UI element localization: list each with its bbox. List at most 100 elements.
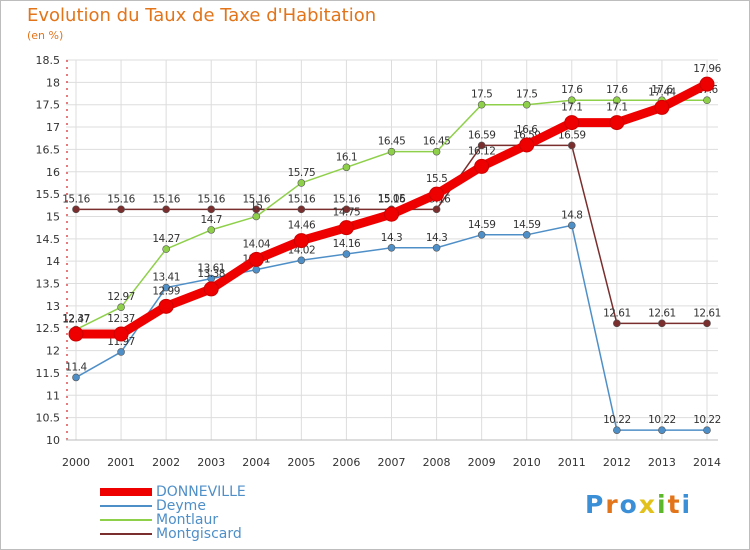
y-tick-label: 13.5 bbox=[36, 278, 61, 291]
data-label: 15.5 bbox=[426, 173, 447, 185]
data-point bbox=[207, 226, 216, 234]
data-label: 13.41 bbox=[152, 272, 180, 284]
data-point bbox=[297, 179, 306, 187]
data-label: 15.16 bbox=[197, 193, 225, 205]
data-label: 16.12 bbox=[468, 145, 496, 157]
data-point bbox=[613, 96, 621, 105]
data-point bbox=[158, 298, 174, 314]
data-label: 17.5 bbox=[516, 89, 537, 101]
data-label: 14.3 bbox=[426, 232, 447, 244]
data-point bbox=[387, 147, 396, 156]
line-chart: 10 10.5 11 11.5 12 12.5 13 13.5 14 14.5 15 15.5 16 16… bbox=[36, 54, 723, 469]
y-tick-label: 11.5 bbox=[36, 367, 61, 380]
data-point bbox=[567, 141, 576, 150]
data-label: 13.38 bbox=[197, 268, 225, 280]
data-label: 17.44 bbox=[648, 86, 676, 98]
data-point bbox=[522, 231, 531, 239]
data-point bbox=[564, 115, 580, 131]
y-axis-unit-label: (en %) bbox=[27, 29, 64, 42]
data-label: 14.16 bbox=[333, 238, 361, 250]
data-point bbox=[117, 348, 125, 356]
data-label: 15.16 bbox=[107, 193, 135, 205]
data-label: 12.47 bbox=[62, 314, 90, 326]
legend-swatch bbox=[100, 488, 152, 496]
data-point bbox=[252, 212, 261, 221]
data-label: 16.6 bbox=[516, 124, 538, 136]
y-tick-label: 18 bbox=[46, 76, 60, 89]
data-label: 10.22 bbox=[603, 414, 631, 426]
x-tick-label: 2005 bbox=[287, 456, 315, 469]
data-point bbox=[703, 96, 711, 105]
data-point bbox=[654, 99, 670, 115]
data-label: 12.99 bbox=[152, 285, 180, 297]
data-point bbox=[432, 147, 441, 156]
data-point bbox=[252, 265, 261, 274]
x-tick-label: 2007 bbox=[378, 456, 406, 469]
data-label: 14.59 bbox=[513, 219, 541, 231]
data-point bbox=[68, 326, 84, 342]
y-tick-label: 15.5 bbox=[36, 188, 61, 201]
data-label: 14.75 bbox=[333, 207, 361, 219]
data-point bbox=[609, 115, 625, 131]
data-label: 13.61 bbox=[197, 263, 225, 275]
data-label: 14.04 bbox=[243, 238, 271, 250]
data-label: 15.16 bbox=[288, 193, 316, 205]
chart-title: Evolution du Taux de Taxe d'Habitation bbox=[27, 5, 377, 26]
data-label: 14.46 bbox=[288, 220, 316, 232]
data-point bbox=[567, 221, 576, 230]
data-label: 16.45 bbox=[378, 136, 406, 148]
x-tick-label: 2012 bbox=[603, 456, 631, 469]
data-label: 16.59 bbox=[558, 129, 586, 141]
data-point bbox=[522, 100, 531, 109]
data-point bbox=[699, 76, 715, 92]
data-label: 15 bbox=[250, 200, 262, 212]
y-tick-label: 11 bbox=[46, 389, 60, 402]
data-label: 15.05 bbox=[378, 193, 406, 205]
data-label: 16.45 bbox=[423, 136, 451, 148]
data-point bbox=[384, 206, 399, 222]
legend-swatch bbox=[100, 533, 152, 535]
data-label: 17.6 bbox=[651, 84, 673, 96]
y-tick-label: 10 bbox=[46, 434, 60, 447]
data-point bbox=[432, 205, 441, 214]
x-tick-label: 2011 bbox=[558, 456, 586, 469]
x-tick-label: 2000 bbox=[62, 456, 90, 469]
data-point bbox=[474, 158, 490, 174]
data-label: 11.4 bbox=[65, 361, 87, 373]
legend-label: DONNEVILLE bbox=[156, 484, 246, 500]
data-point bbox=[297, 205, 306, 214]
x-tick-label: 2010 bbox=[513, 456, 541, 469]
data-point bbox=[658, 426, 666, 434]
x-tick-label: 2014 bbox=[693, 456, 721, 469]
logo-letter: r bbox=[605, 490, 620, 519]
data-label: 16.59 bbox=[468, 129, 496, 141]
proxiti-logo: Proxiti bbox=[585, 490, 692, 519]
data-point bbox=[338, 220, 354, 236]
y-tick-label: 12.5 bbox=[36, 322, 61, 335]
data-label: 14.27 bbox=[152, 233, 180, 245]
data-label: 15.16 bbox=[378, 193, 406, 205]
data-label: 15.16 bbox=[62, 193, 90, 205]
data-label: 17.1 bbox=[606, 102, 627, 114]
data-point bbox=[162, 205, 170, 214]
logo-letter: P bbox=[585, 490, 606, 519]
legend-label: Deyme bbox=[156, 498, 206, 514]
y-tick-label: 13 bbox=[46, 300, 60, 313]
y-tick-label: 18.5 bbox=[36, 54, 61, 67]
data-label: 14.7 bbox=[201, 214, 222, 226]
data-label: 10.22 bbox=[693, 414, 721, 426]
data-point bbox=[117, 303, 125, 312]
y-tick-label: 14 bbox=[46, 255, 60, 268]
y-tick-label: 10.5 bbox=[36, 412, 61, 425]
data-point bbox=[613, 426, 621, 434]
legend-swatch bbox=[100, 505, 152, 507]
data-label: 14.59 bbox=[468, 219, 496, 231]
data-label: 17.5 bbox=[471, 89, 492, 101]
data-point bbox=[72, 205, 80, 214]
data-label: 11.97 bbox=[107, 336, 135, 348]
data-label: 17.6 bbox=[606, 84, 628, 96]
logo-letter: t bbox=[667, 490, 682, 519]
data-point bbox=[567, 96, 576, 105]
data-point bbox=[72, 373, 80, 382]
y-tick-label: 16.5 bbox=[36, 143, 61, 156]
